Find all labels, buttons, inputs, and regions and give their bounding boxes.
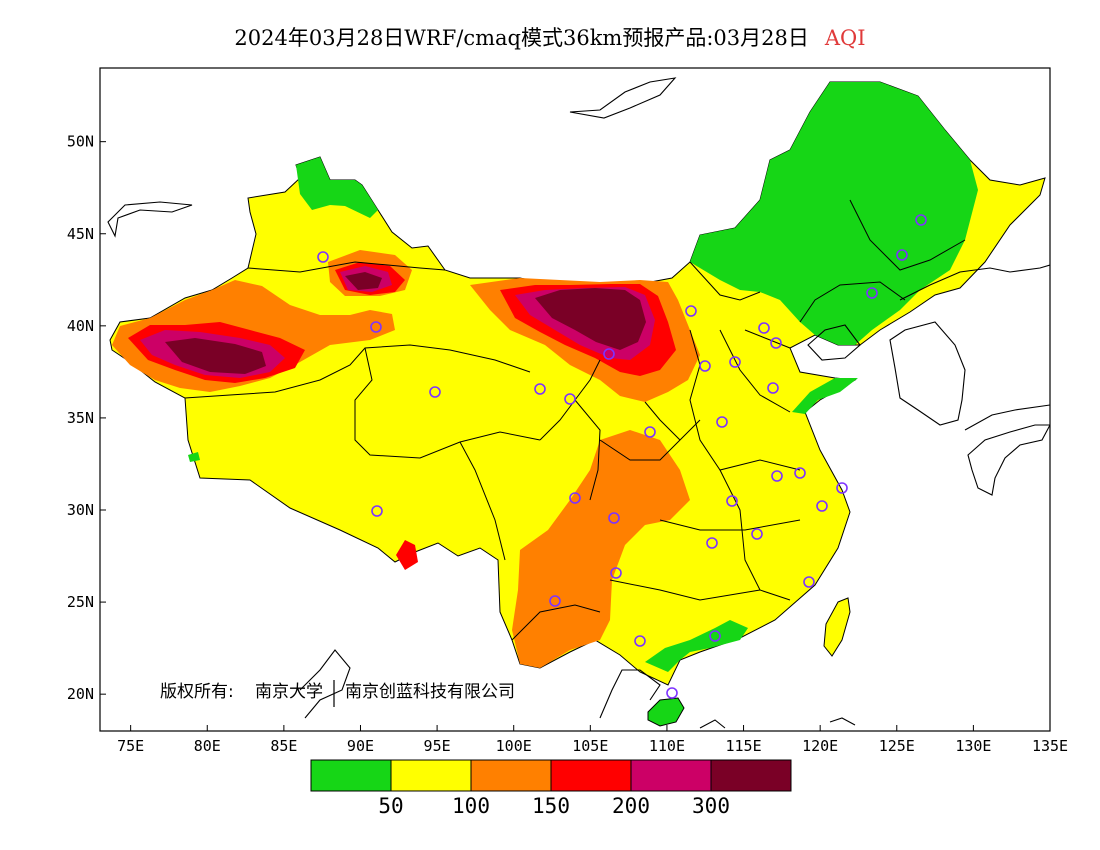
station-marker — [699, 360, 711, 372]
legend-color-box — [470, 759, 552, 792]
station-marker — [685, 305, 697, 317]
x-tick-label: 105E — [572, 737, 608, 755]
copyright-org-nju: 南京大学 — [255, 682, 323, 702]
station-marker — [370, 321, 382, 333]
station-marker — [751, 528, 763, 540]
aqi-region-good-dot — [188, 452, 200, 462]
y-tick-label: 40N — [67, 317, 94, 335]
copyright-prefix: 版权所有: — [160, 682, 234, 702]
legend-color-box — [710, 759, 792, 792]
legend-color-box — [390, 759, 472, 792]
x-tick-label: 120E — [802, 737, 838, 755]
station-marker — [634, 635, 646, 647]
station-marker — [709, 630, 721, 642]
legend-label: 300 — [692, 794, 730, 818]
station-marker — [534, 383, 546, 395]
legend-label: 150 — [532, 794, 570, 818]
aqi-legend: 50 100 150 200 300 — [310, 759, 792, 818]
x-tick-label: 80E — [194, 737, 221, 755]
station-marker — [608, 512, 620, 524]
station-marker — [836, 482, 848, 494]
aqi-region-good-guangdong — [645, 620, 748, 672]
legend-color-box — [630, 759, 712, 792]
province-borders — [184, 199, 966, 641]
station-marker — [666, 687, 678, 699]
y-tick-label: 35N — [67, 409, 94, 427]
station-marker — [794, 467, 806, 479]
station-marker — [770, 337, 782, 349]
station-marker — [603, 348, 615, 360]
title-text: 2024年03月28日WRF/cmaq模式36km预报产品:03月28日 — [234, 26, 809, 50]
aqi-region-good-northeast — [690, 82, 978, 345]
station-marker — [767, 382, 779, 394]
y-tick-label: 45N — [67, 225, 94, 243]
station-marker — [726, 495, 738, 507]
aqi-region-hazardous-junggar — [345, 272, 382, 290]
x-tick-label: 135E — [1032, 737, 1068, 755]
station-marker — [706, 537, 718, 549]
legend-color-box — [310, 759, 392, 792]
legend-label: 200 — [612, 794, 650, 818]
station-marker — [644, 426, 656, 438]
y-tick-label: 30N — [67, 501, 94, 519]
taiwan-island — [823, 597, 851, 657]
neighbor-coastlines — [107, 77, 1050, 729]
x-tick-label: 90E — [347, 737, 374, 755]
station-marker — [429, 386, 441, 398]
y-axis: 20N 25N 30N 35N 40N 45N 50N — [67, 133, 106, 703]
station-marker — [816, 500, 828, 512]
map-title: 2024年03月28日WRF/cmaq模式36km预报产品:03月28日 AQI — [0, 22, 1100, 52]
legend-label: 100 — [452, 794, 490, 818]
x-tick-label: 130E — [955, 737, 991, 755]
station-marker — [803, 576, 815, 588]
aqi-region-hazardous-ordos — [535, 288, 646, 350]
station-marker — [610, 567, 622, 579]
x-tick-label: 75E — [117, 737, 144, 755]
x-tick-label: 110E — [649, 737, 685, 755]
aqi-region-unhealthy-tibet — [396, 540, 418, 570]
station-marker — [549, 595, 561, 607]
station-marker — [915, 214, 927, 226]
legend-color-box — [550, 759, 632, 792]
y-tick-label: 20N — [67, 685, 94, 703]
pollutant-label: AQI — [824, 26, 866, 50]
station-marker — [866, 287, 878, 299]
x-tick-label: 100E — [496, 737, 532, 755]
station-marker — [758, 322, 770, 334]
aqi-region-good-altai — [296, 157, 378, 218]
station-marker — [371, 505, 383, 517]
x-axis: 75E 80E 85E 90E 95E 100E 105E 110E 115E 120E 125E 1… — [117, 725, 1068, 755]
legend-label: 50 — [378, 794, 403, 818]
y-tick-label: 25N — [67, 593, 94, 611]
station-marker — [896, 249, 908, 261]
station-marker — [729, 356, 741, 368]
aqi-region-hazardous-tarim — [165, 338, 266, 374]
station-marker — [564, 393, 576, 405]
station-marker — [569, 492, 581, 504]
map-content: 版权所有: 南京大学 南京创蓝科技有限公司 — [107, 77, 1050, 729]
station-markers — [317, 214, 927, 699]
y-tick-label: 50N — [67, 133, 94, 151]
x-tick-label: 115E — [725, 737, 761, 755]
x-tick-label: 125E — [879, 737, 915, 755]
station-marker — [716, 416, 728, 428]
aqi-region-good-shandong — [792, 378, 858, 414]
copyright-org-company: 南京创蓝科技有限公司 — [345, 682, 515, 702]
station-marker — [771, 470, 783, 482]
hainan-island — [647, 697, 685, 727]
x-tick-label: 95E — [424, 737, 451, 755]
station-marker — [317, 251, 329, 263]
x-tick-label: 85E — [270, 737, 297, 755]
